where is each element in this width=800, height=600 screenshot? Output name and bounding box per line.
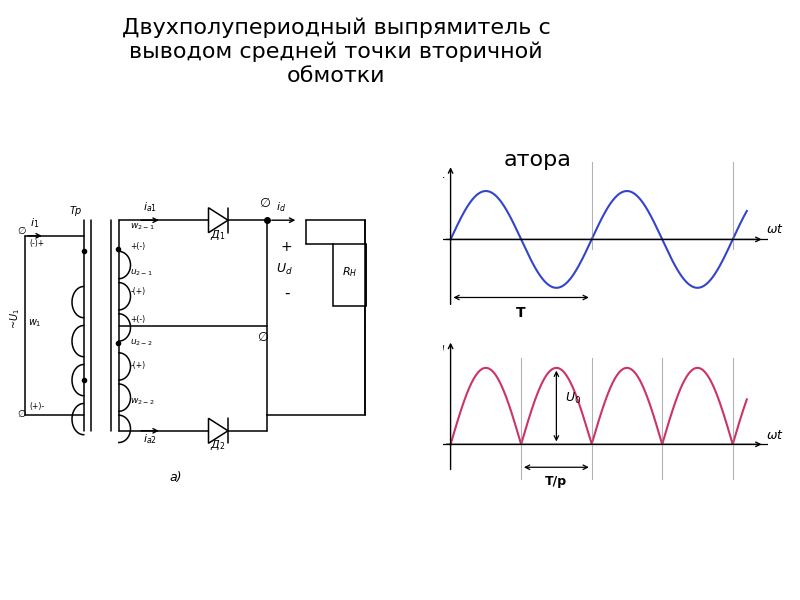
Text: T/p: T/p xyxy=(546,475,567,488)
Text: $Д_1$: $Д_1$ xyxy=(210,229,226,242)
FancyBboxPatch shape xyxy=(334,244,366,306)
Text: +: + xyxy=(281,241,292,254)
Polygon shape xyxy=(209,208,228,233)
Text: +(-): +(-) xyxy=(130,314,146,323)
Text: +(-): +(-) xyxy=(130,242,146,251)
Text: атора: атора xyxy=(504,150,572,170)
Text: $i_d$: $i_d$ xyxy=(276,200,286,214)
Text: $\varnothing$: $\varnothing$ xyxy=(257,330,269,344)
Polygon shape xyxy=(209,418,228,443)
Text: $U_d$: $U_d$ xyxy=(426,340,445,356)
Text: $\omega t$: $\omega t$ xyxy=(766,429,784,442)
Text: $U_1$: $U_1$ xyxy=(427,164,445,181)
Text: $\omega t$: $\omega t$ xyxy=(766,223,784,236)
Text: T: T xyxy=(516,306,526,320)
Text: $i_{a1}$: $i_{a1}$ xyxy=(143,200,157,214)
Text: Двухполупериодный выпрямитель с
выводом средней точки вторичной
обмотки: Двухполупериодный выпрямитель с выводом … xyxy=(122,18,550,85)
Text: -(+): -(+) xyxy=(130,361,146,370)
Text: $w_{2-2}$: $w_{2-2}$ xyxy=(130,397,155,407)
Text: $Д_2$: $Д_2$ xyxy=(210,439,226,452)
Text: -: - xyxy=(284,286,290,301)
Text: $i_1$: $i_1$ xyxy=(30,216,40,230)
Text: -(+): -(+) xyxy=(130,287,146,296)
Text: $w_1$: $w_1$ xyxy=(28,317,42,329)
Text: $R_H$: $R_H$ xyxy=(342,266,358,280)
Text: $u_{2-1}$: $u_{2-1}$ xyxy=(130,268,154,278)
Text: (-)+: (-)+ xyxy=(29,239,44,248)
Text: $u_{2-2}$: $u_{2-2}$ xyxy=(130,338,154,349)
Text: $i_{a2}$: $i_{a2}$ xyxy=(143,433,157,446)
Text: $U_d$: $U_d$ xyxy=(276,262,293,277)
Text: ~$U_1$: ~$U_1$ xyxy=(9,308,22,329)
Text: $U_0$: $U_0$ xyxy=(565,391,581,406)
Text: а): а) xyxy=(170,472,182,485)
Text: $\varnothing$: $\varnothing$ xyxy=(259,196,271,209)
Text: (+)-: (+)- xyxy=(29,403,44,412)
Text: $w_{2-1}$: $w_{2-1}$ xyxy=(130,221,155,232)
Text: $\varnothing$: $\varnothing$ xyxy=(18,224,27,236)
Text: Тр: Тр xyxy=(70,206,82,217)
Text: $\varnothing$: $\varnothing$ xyxy=(18,407,27,419)
